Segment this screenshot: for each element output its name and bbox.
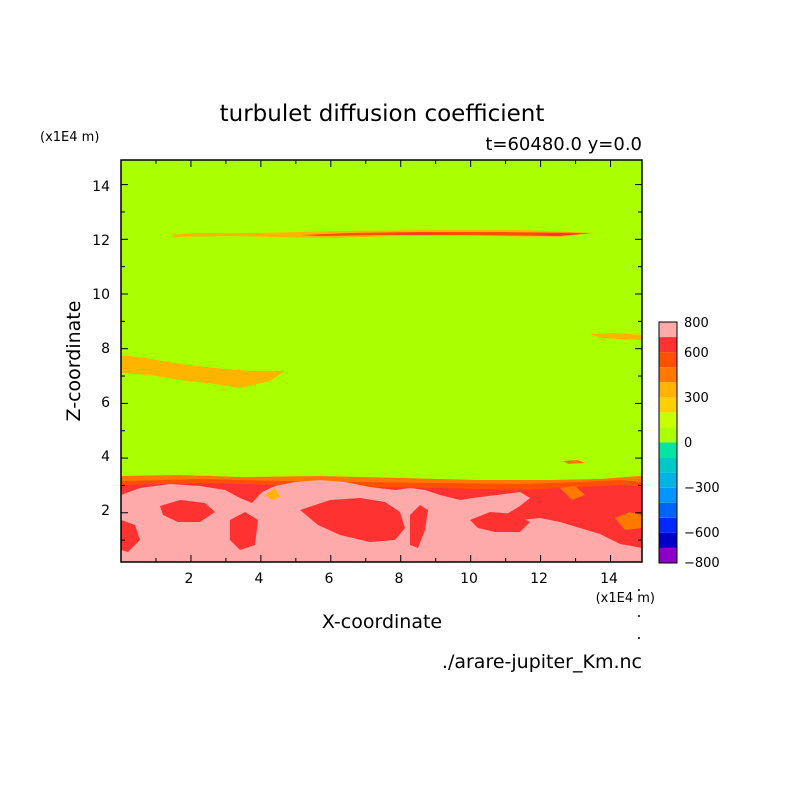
colorbar-label: 300 [684, 391, 709, 406]
y-tick-label: 6 [101, 395, 110, 411]
colorbar-swatch [659, 532, 677, 548]
y-tick-label: 10 [92, 287, 110, 303]
colorbar-swatch [659, 352, 677, 368]
axis-ticks [121, 160, 642, 562]
boundary-orange-patch-3 [265, 488, 280, 500]
colorbar-label: −300 [684, 481, 720, 496]
boundary-orange-patch-2 [615, 512, 642, 530]
colorbar-swatch [659, 337, 677, 353]
colorbar-swatch [659, 502, 677, 518]
y-tick-label: 4 [101, 449, 110, 465]
colorbar-frame [658, 321, 678, 564]
x-tick-label: 4 [255, 571, 264, 587]
x-tick-label: 2 [185, 571, 194, 587]
colorbar-label: 600 [684, 346, 709, 361]
chart-title: turbulet diffusion coefficient [220, 101, 545, 127]
colorbar-swatch [659, 487, 677, 503]
plot-frame [120, 159, 643, 563]
y-axis-unit: (x1E4 m) [40, 130, 99, 145]
boundary-red-hole-3 [121, 520, 140, 552]
colorbar-swatch [659, 547, 677, 563]
contour-layer-left [121, 355, 285, 388]
colorbar-swatch [659, 457, 677, 473]
boundary-red-hole-1 [300, 498, 405, 542]
y-tick-label: 2 [101, 503, 110, 519]
boundary-red-hole-6 [230, 512, 258, 550]
colorbar [659, 322, 677, 563]
colorbar-swatch [659, 382, 677, 398]
x-axis-label: X-coordinate [322, 611, 442, 633]
x-tick-label: 14 [600, 571, 618, 587]
contour-patch-right [590, 333, 642, 340]
colorbar-swatch [659, 472, 677, 488]
contour-field [121, 160, 642, 562]
chart-subtitle: t=60480.0 y=0.0 [485, 134, 642, 155]
contour-layer-upper-peak [380, 233, 580, 236]
x-tick-label: 6 [325, 571, 334, 587]
colorbar-label: 800 [684, 316, 709, 331]
marker-dots [638, 589, 640, 639]
x-axis-unit: (x1E4 m) [596, 591, 655, 606]
x-tick-label: 10 [460, 571, 478, 587]
colorbar-swatch [659, 517, 677, 533]
boundary-red-hole-5 [410, 505, 428, 548]
y-tick-label: 8 [101, 341, 110, 357]
boundary-orange-patch-1 [560, 486, 585, 500]
y-axis-label: Z-coordinate [63, 301, 85, 422]
colorbar-swatch [659, 442, 677, 458]
y-tick-label: 12 [92, 233, 110, 249]
colorbar-swatch [659, 367, 677, 383]
boundary-red-hole-4 [470, 512, 530, 532]
source-file: ./arare-jupiter_Km.nc [442, 651, 642, 673]
colorbar-label: −800 [684, 556, 720, 571]
x-tick-label: 12 [530, 571, 548, 587]
colorbar-swatch [659, 322, 677, 338]
contour-patch-small [563, 460, 585, 464]
boundary-red-hole-2 [160, 500, 215, 522]
y-tick-label: 14 [92, 179, 110, 195]
colorbar-swatch [659, 397, 677, 413]
colorbar-swatch [659, 412, 677, 428]
colorbar-label: 0 [684, 436, 692, 451]
colorbar-label: −600 [684, 526, 720, 541]
x-tick-label: 8 [395, 571, 404, 587]
colorbar-swatch [659, 427, 677, 443]
